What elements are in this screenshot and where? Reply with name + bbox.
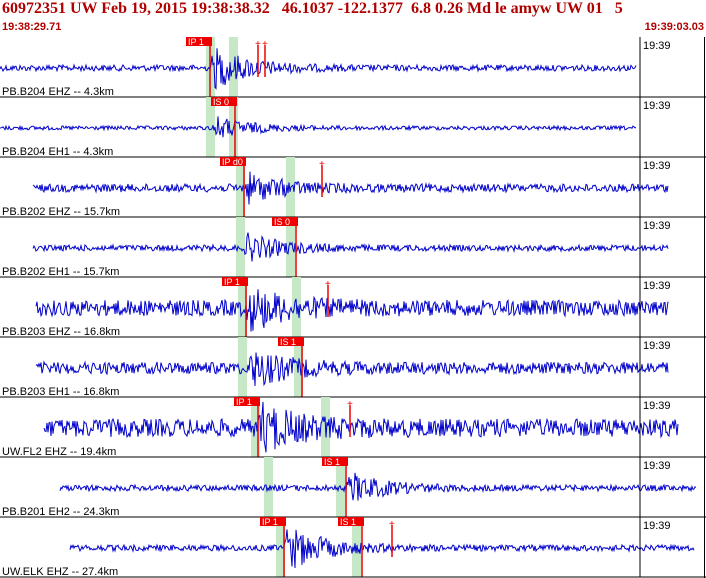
station-label: PB.B203 EH1 -- 16.8km (2, 386, 119, 398)
phase-pick-label: IP 1 (188, 37, 204, 47)
waveform-trace (35, 289, 669, 332)
station-label: PB.B203 EHZ -- 16.8km (2, 326, 120, 338)
waveform-trace (59, 472, 697, 501)
pick-window (286, 217, 295, 277)
phase-pick-label: IP d0 (222, 157, 243, 167)
minute-label: 19:39 (643, 400, 671, 412)
minute-label: 19:39 (643, 100, 671, 112)
phase-pick-tag[interactable] (322, 457, 348, 466)
station-label: PB.B202 EHZ -- 15.7km (2, 206, 120, 218)
waveform-trace (69, 529, 695, 569)
minute-label: 19:39 (643, 220, 671, 232)
pick-window (236, 217, 245, 277)
minute-label: 19:39 (643, 40, 671, 52)
waveform-trace (35, 352, 669, 387)
phase-pick-label: IS 1 (280, 337, 296, 347)
phase-pick-tag[interactable] (338, 517, 364, 526)
phase-pick-label: IS 0 (274, 217, 290, 227)
station-label: PB.B204 EH1 -- 4.3km (2, 146, 113, 158)
minute-label: 19:39 (643, 520, 671, 532)
phase-pick-tag[interactable] (211, 97, 237, 106)
phase-pick-label: IP 1 (262, 517, 278, 527)
waveform-trace (32, 171, 669, 205)
amplitude-mark-plus: + (347, 399, 353, 410)
station-label: PB.B204 EHZ -- 4.3km (2, 86, 114, 98)
pick-window (251, 397, 260, 457)
station-label: UW.FL2 EHZ -- 19.4km (2, 446, 116, 458)
pick-window (206, 97, 215, 157)
phase-pick-tag[interactable] (234, 397, 260, 406)
event-header: 60972351 UW Feb 19, 2015 19:38:38.32 46.… (0, 0, 706, 36)
amplitude-mark-plus: + (255, 39, 261, 50)
amplitude-mark-plus: + (319, 159, 325, 170)
start-time: 19:38:29.71 (2, 21, 62, 33)
pick-window (276, 517, 285, 577)
phase-pick-label: IP 1 (236, 397, 252, 407)
station-label: UW.ELK EHZ -- 27.4km (2, 566, 118, 578)
station-label: PB.B201 EH2 -- 24.3km (2, 506, 119, 518)
pick-window (264, 457, 273, 517)
phase-pick-tag[interactable] (260, 517, 286, 526)
pick-window (238, 337, 247, 397)
waveform-trace (32, 232, 669, 262)
pick-window (229, 37, 238, 97)
phase-pick-label: IS 0 (213, 97, 229, 107)
station-label: PB.B202 EH1 -- 15.7km (2, 266, 119, 278)
phase-pick-tag[interactable] (272, 217, 298, 226)
minute-label: 19:39 (643, 280, 671, 292)
minute-label: 19:39 (643, 340, 671, 352)
phase-pick-tag[interactable] (220, 157, 246, 166)
end-time: 19:39:03.03 (644, 21, 704, 33)
phase-pick-label: IP 1 (224, 277, 240, 287)
waveform-trace (0, 116, 637, 138)
phase-pick-label: IS 1 (324, 457, 340, 467)
phase-pick-label: IS 1 (340, 517, 356, 527)
amplitude-mark-plus: + (389, 519, 395, 530)
amplitude-mark-plus: + (325, 279, 331, 290)
phase-pick-tag[interactable] (186, 37, 212, 46)
pick-window (238, 277, 247, 337)
event-title: 60972351 UW Feb 19, 2015 19:38:38.32 46.… (2, 0, 623, 17)
minute-label: 19:39 (643, 160, 671, 172)
phase-pick-tag[interactable] (222, 277, 248, 286)
waveform-trace (43, 401, 679, 453)
minute-label: 19:39 (643, 460, 671, 472)
waveform-trace (0, 48, 637, 90)
phase-pick-tag[interactable] (278, 337, 304, 346)
amplitude-mark-plus: + (262, 39, 268, 50)
